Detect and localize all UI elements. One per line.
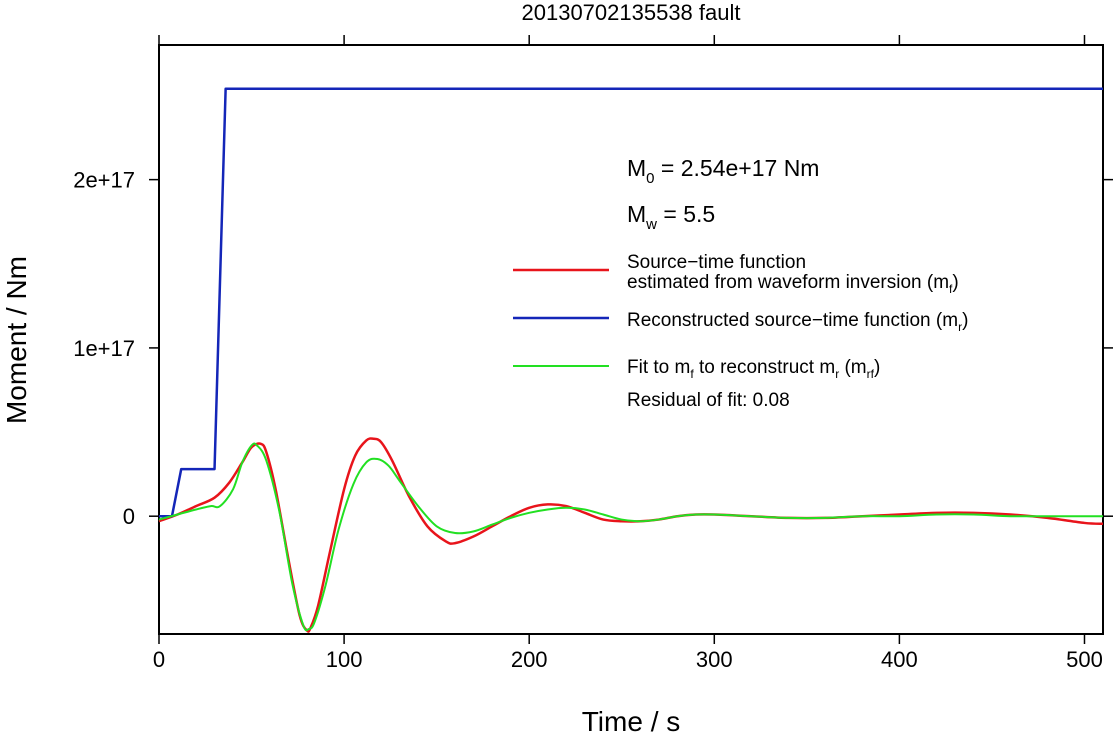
y-axis-label: Moment / Nm — [1, 256, 32, 424]
x-tick-label: 400 — [881, 647, 918, 672]
series-line-mf — [158, 437, 1104, 633]
x-tick-label: 0 — [153, 647, 165, 672]
x-axis-label: Time / s — [582, 706, 681, 735]
axis-ticks — [149, 35, 1113, 644]
series-line-mrf — [158, 442, 1103, 632]
y-tick-label: 0 — [123, 504, 135, 529]
chart-title: 20130702135538 fault — [522, 0, 741, 25]
y-tick-label: 2e+17 — [73, 168, 135, 193]
legend-label-mf-line2: estimated from waveform inversion (mf) — [627, 272, 959, 296]
legend-label-mr: Reconstructed source−time function (mr) — [627, 310, 968, 334]
y-tick-label: 1e+17 — [73, 336, 135, 361]
x-tick-label: 100 — [326, 647, 363, 672]
y-tick-labels: 0 1e+17 2e+17 — [73, 168, 135, 530]
legend: Source−time function estimated from wave… — [513, 252, 968, 411]
x-tick-label: 500 — [1066, 647, 1103, 672]
annotation-mw: Mw = 5.5 — [627, 201, 715, 233]
series-line-mr — [159, 87, 1103, 518]
annotation-m0: M0 = 2.54e+17 Nm — [627, 155, 819, 187]
x-tick-label: 300 — [696, 647, 733, 672]
legend-label-mf-line1: Source−time function — [627, 252, 806, 273]
series-lines — [158, 87, 1104, 633]
x-tick-label: 200 — [511, 647, 548, 672]
legend-label-mrf: Fit to mf to reconstruct mr (mrf) — [627, 357, 880, 381]
plot-frame — [158, 44, 1104, 635]
x-tick-labels: 0 100 200 300 400 500 — [153, 647, 1103, 672]
annotation-residual: Residual of fit: 0.08 — [627, 390, 790, 411]
